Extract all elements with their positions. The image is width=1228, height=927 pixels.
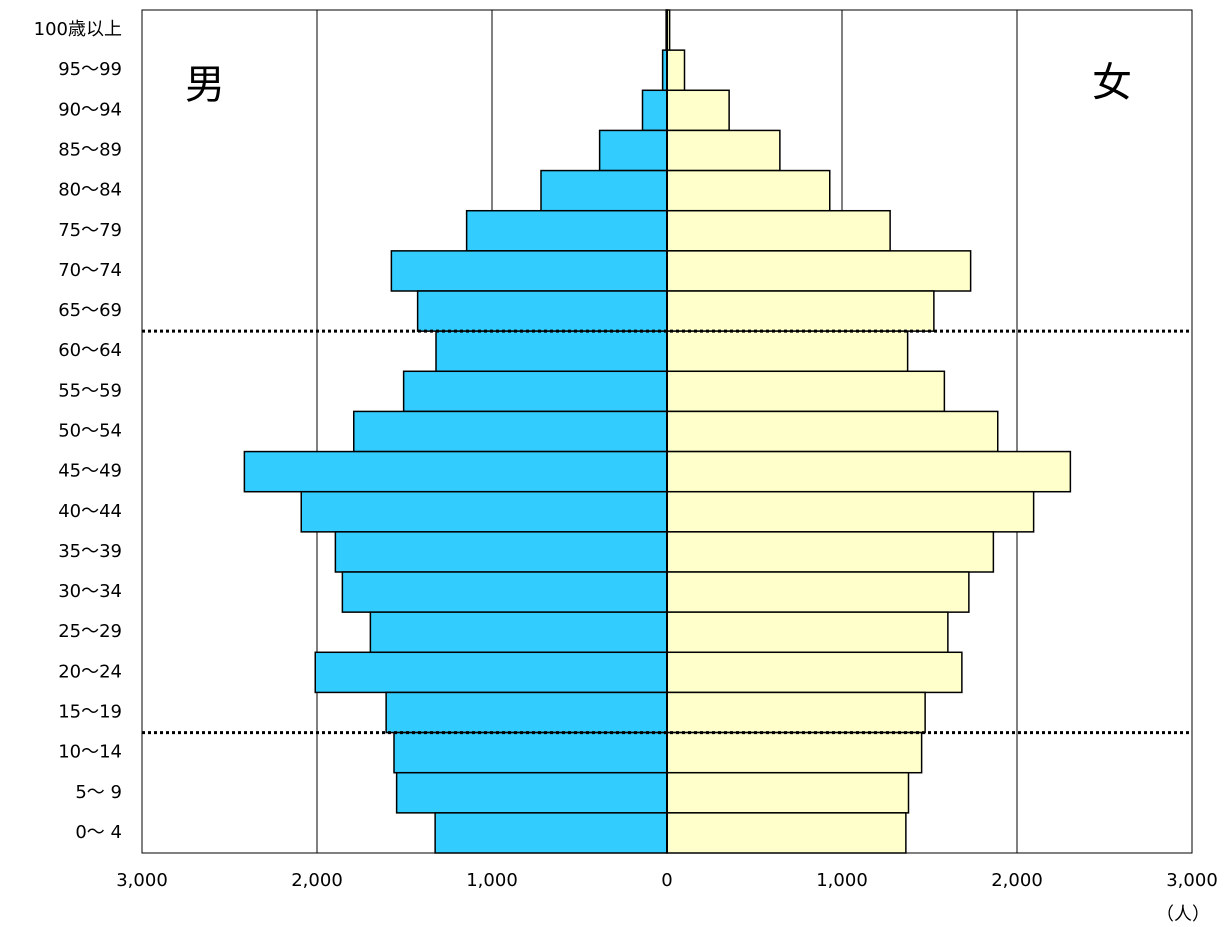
female-label: 女 [1092,60,1132,106]
x-tick-label-5: 2,000 [991,870,1043,891]
age-label-19: 5～ 9 [75,782,122,803]
bar-female-2 [666,89,730,132]
bar-male-13 [334,531,668,573]
x-tick-label-3: 0 [661,870,672,891]
x-tick-label-4: 1,000 [816,870,868,891]
bar-male-14 [341,571,668,613]
bar-male-18 [393,731,668,774]
bar-female-9 [666,370,946,413]
bar-male-7 [416,290,668,332]
age-label-6: 70～74 [58,260,122,281]
bar-female-18 [666,731,923,774]
bar-female-3 [666,129,781,172]
bar-female-6 [666,250,972,292]
age-label-8: 60～64 [58,340,122,361]
bar-female-5 [666,209,891,252]
bar-male-8 [435,330,668,373]
bar-female-16 [666,651,963,694]
age-label-12: 40～44 [58,501,122,522]
age-label-13: 35～39 [58,541,122,562]
male-label: 男 [185,62,225,108]
bar-male-6 [390,250,668,292]
bar-female-12 [666,490,1035,533]
bar-female-19 [666,771,910,814]
bars [243,9,1072,854]
bar-male-2 [641,89,668,132]
bar-male-5 [465,209,668,252]
bar-male-9 [402,370,668,413]
bar-female-7 [666,290,935,332]
bar-female-8 [666,330,909,373]
bar-female-11 [666,450,1072,493]
age-label-5: 75～79 [58,220,122,241]
bar-male-3 [598,129,668,172]
age-label-1: 95～99 [58,59,122,80]
age-label-20: 0～ 4 [75,822,122,843]
age-label-18: 10～14 [58,742,122,763]
bar-male-11 [243,450,668,493]
bar-female-20 [666,812,907,854]
bar-male-4 [540,169,668,212]
age-label-14: 30～34 [58,581,122,602]
x-tick-label-1: 2,000 [291,870,343,891]
bar-female-4 [666,169,831,212]
bar-male-17 [385,691,668,734]
bar-male-20 [434,812,668,854]
age-label-15: 25～29 [58,621,122,642]
bar-male-15 [369,611,668,654]
age-label-0: 100歳以上 [34,19,122,40]
bar-male-10 [353,410,668,453]
age-labels: 100歳以上 95～99 90～94 85～89 80～84 75～79 70～74 65～6… [34,19,122,843]
bar-female-14 [666,571,970,613]
dividers [142,329,1192,735]
age-label-17: 15～19 [58,702,122,723]
x-tick-label-0: 3,000 [116,870,168,891]
age-label-11: 45～49 [58,461,122,482]
age-label-9: 55～59 [58,380,122,401]
unit-label: （人） [1156,904,1210,925]
bar-female-17 [666,691,926,734]
bar-male-16 [314,651,668,694]
bar-female-10 [666,410,999,453]
bar-male-12 [300,490,668,533]
age-label-3: 85～89 [58,140,122,161]
x-tick-label-2: 1,000 [466,870,518,891]
bar-female-1 [666,49,686,92]
age-label-10: 50～54 [58,421,122,442]
bar-male-19 [395,771,668,814]
x-tick-label-6: 3,000 [1166,870,1218,891]
bar-female-15 [666,611,949,654]
bar-female-13 [666,531,995,573]
age-label-2: 90～94 [58,99,122,120]
x-tick-labels: 3,000 2,000 1,000 0 1,000 2,000 3,000 [116,870,1218,891]
age-label-16: 20～24 [58,661,122,682]
age-label-4: 80～84 [58,180,122,201]
age-label-7: 65～69 [58,300,122,321]
